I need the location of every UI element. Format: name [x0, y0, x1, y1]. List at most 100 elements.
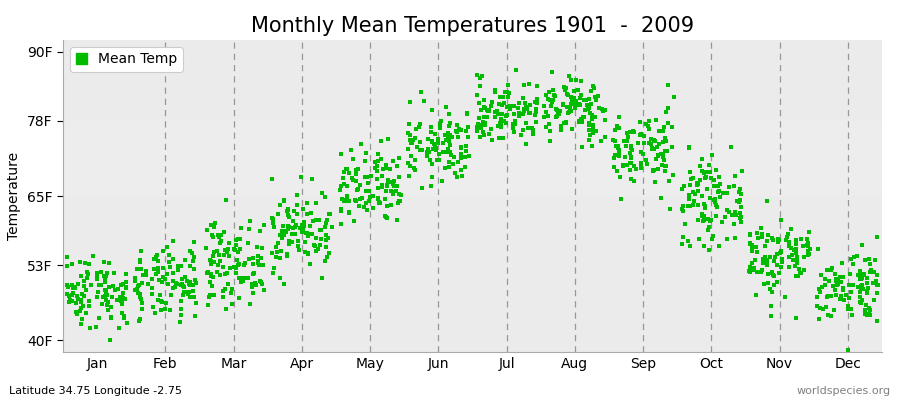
Point [764, 303, 778, 309]
Point [130, 266, 145, 272]
Point [857, 271, 871, 277]
Point [443, 142, 457, 148]
Point [686, 189, 700, 195]
Point [830, 282, 844, 288]
Point [846, 282, 860, 288]
Point [187, 294, 202, 300]
Point [334, 182, 348, 189]
Point [154, 297, 168, 304]
Point [755, 234, 770, 240]
Point [553, 108, 567, 114]
Point [491, 111, 505, 117]
Bar [63, 121, 882, 196]
Point [624, 153, 638, 160]
Point [186, 239, 201, 245]
Point [485, 99, 500, 106]
Point [681, 144, 696, 151]
Point [472, 74, 487, 81]
Y-axis label: Temperature: Temperature [7, 152, 22, 240]
Point [280, 208, 294, 214]
Point [543, 97, 557, 104]
Point [656, 128, 670, 134]
Point [102, 284, 116, 291]
Point [266, 265, 281, 271]
Point [67, 285, 81, 291]
Point [619, 142, 634, 149]
Point [132, 294, 147, 300]
Point [306, 218, 320, 224]
Point [436, 140, 450, 146]
Point [750, 269, 764, 276]
Point [683, 242, 698, 249]
Point [824, 267, 839, 273]
Point [337, 169, 351, 176]
Point [790, 254, 805, 260]
Point [698, 243, 712, 250]
Point [868, 278, 883, 284]
Point [634, 160, 648, 166]
Point [275, 234, 290, 241]
Point [270, 249, 284, 255]
Point [788, 263, 802, 270]
Point [720, 235, 734, 242]
Point [496, 100, 510, 106]
Point [139, 272, 153, 278]
Point [315, 189, 329, 196]
Point [801, 248, 815, 254]
Point [298, 249, 312, 255]
Point [478, 122, 492, 128]
Point [626, 128, 640, 134]
Point [291, 238, 305, 244]
Point [71, 281, 86, 288]
Point [501, 82, 516, 88]
Point [676, 202, 690, 209]
Point [368, 165, 382, 171]
Point [443, 149, 457, 156]
Point [701, 216, 716, 222]
Point [728, 235, 742, 242]
Point [748, 256, 762, 263]
Point [645, 168, 660, 175]
Point [301, 233, 315, 239]
Point [99, 286, 113, 293]
Point [339, 197, 354, 203]
Point [364, 173, 378, 180]
Point [282, 241, 296, 248]
Point [835, 260, 850, 266]
Point [562, 73, 576, 79]
Point [500, 113, 514, 119]
Point [471, 121, 485, 128]
Point [375, 166, 390, 172]
Point [651, 152, 665, 159]
Point [275, 223, 290, 229]
Point [256, 245, 270, 251]
Point [454, 167, 468, 173]
Point [633, 132, 647, 138]
Point [459, 128, 473, 134]
Point [128, 275, 142, 281]
Point [280, 252, 294, 259]
Point [204, 272, 219, 279]
Point [349, 198, 364, 204]
Point [231, 262, 246, 268]
Point [182, 289, 196, 295]
Point [572, 118, 586, 124]
Point [374, 156, 389, 162]
Point [491, 100, 506, 107]
Point [340, 198, 355, 204]
Point [783, 245, 797, 251]
Point [788, 246, 802, 253]
Point [813, 316, 827, 323]
Point [409, 126, 423, 132]
Point [405, 139, 419, 146]
Point [634, 130, 649, 137]
Point [658, 163, 672, 169]
Point [89, 294, 104, 300]
Point [820, 267, 834, 273]
Point [460, 111, 474, 117]
Point [425, 161, 439, 167]
Point [304, 210, 319, 217]
Point [482, 107, 496, 113]
Point [74, 297, 88, 303]
Point [563, 108, 578, 114]
